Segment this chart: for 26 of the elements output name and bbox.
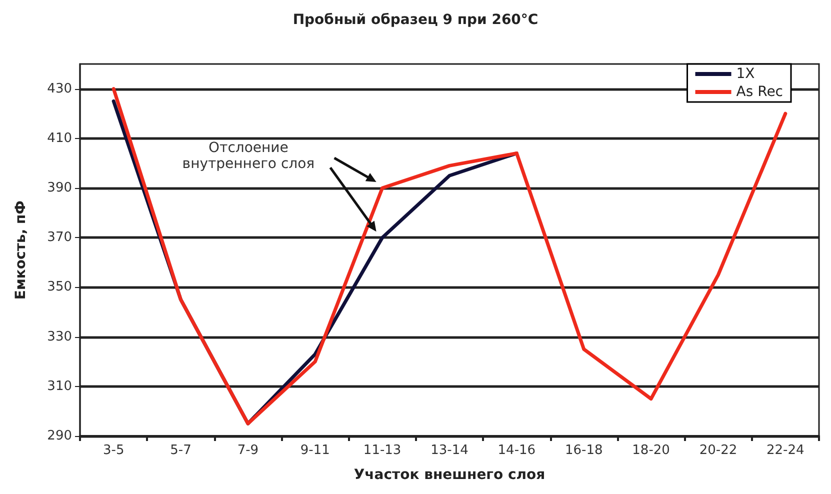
y-tick-label: 430 [47, 81, 72, 96]
legend-label: 1X [736, 66, 756, 82]
annotation: Отслоение внутреннего слоя [182, 140, 315, 172]
x-tick-label: 3-5 [102, 443, 124, 458]
x-tick-label: 18-20 [632, 443, 670, 458]
x-tick-label: 20-22 [699, 443, 738, 458]
x-tick-label: 16-18 [564, 443, 603, 458]
chart-title: Пробный образец 9 при 260°C [292, 12, 538, 28]
x-axis-title: Участок внешнего слоя [354, 467, 546, 483]
x-tick-label: 22-24 [766, 443, 804, 458]
y-tick-label: 290 [47, 428, 72, 444]
y-tick-label: 350 [47, 280, 72, 295]
x-tick-label: 5-7 [170, 443, 192, 458]
x-tick-label: 9-11 [300, 443, 330, 458]
y-tick-label: 370 [47, 230, 72, 246]
y-tick-label: 410 [47, 130, 72, 146]
y-axis-title: Емкость, пФ [13, 200, 29, 300]
x-tick-label: 7-9 [237, 443, 259, 458]
y-tick-label: 310 [47, 378, 72, 394]
x-tick-label: 13-14 [430, 443, 468, 458]
x-tick-label: 11-13 [363, 443, 402, 458]
x-tick-label: 14-16 [498, 443, 536, 458]
legend-label: As Rec [736, 84, 784, 100]
y-tick-label: 330 [47, 329, 72, 344]
y-tick-label: 390 [47, 180, 72, 196]
line-series [112, 87, 788, 426]
